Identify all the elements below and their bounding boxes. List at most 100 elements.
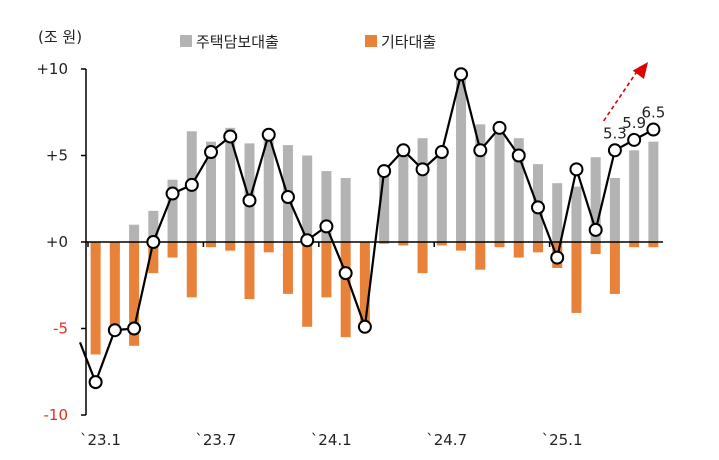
x-axis: `23.1 `23.7 `24.1 `24.7 `25.1 [80, 242, 583, 449]
total-point [569, 162, 584, 177]
total-line [78, 67, 661, 390]
housing-loan-bar [513, 138, 524, 242]
housing-loan-bar [571, 186, 582, 242]
housing-loan-bar [340, 177, 351, 242]
total-point [280, 190, 295, 205]
x-tick-label: `23.7 [195, 431, 236, 449]
total-point [223, 129, 238, 144]
other-loan-bar [263, 242, 274, 253]
total-point [627, 132, 642, 147]
other-loan-bar [475, 242, 486, 270]
total-point [242, 193, 257, 208]
other-loan-bar [148, 242, 159, 274]
housing-loan-bar [244, 143, 255, 242]
x-tick-label: `25.1 [542, 431, 583, 449]
total-point [473, 143, 488, 158]
other-loan-bar [167, 242, 178, 258]
housing-loan-bar [129, 224, 140, 242]
housing-loan-bar [648, 141, 659, 242]
total-point [434, 145, 449, 160]
trend-arrow-head [632, 62, 648, 79]
total-point [338, 266, 353, 281]
housing-loan-bar [552, 183, 563, 242]
data-label: 5.9 [622, 114, 646, 132]
total-point [184, 177, 199, 192]
total-point [530, 200, 545, 215]
total-point [165, 186, 180, 201]
housing-loan-bar [263, 138, 274, 242]
other-loan-bar [532, 242, 543, 253]
other-loan-bar [648, 242, 659, 248]
total-point [415, 162, 430, 177]
other-loan-bar [494, 242, 505, 248]
x-tick-label: `24.7 [426, 431, 467, 449]
other-loan-bar [379, 242, 390, 244]
housing-loan-bar [379, 167, 390, 242]
total-point [607, 143, 622, 158]
legend-swatch-other-loan [365, 35, 377, 47]
y-axis-unit-label: (조 원) [38, 28, 82, 46]
other-loan-bar [321, 242, 332, 298]
housing-loan-bar [167, 179, 178, 242]
other-loan-bar [609, 242, 620, 294]
total-line-path [78, 73, 654, 386]
total-point [588, 222, 603, 237]
other-loan-bar [398, 242, 409, 246]
housing-loan-bar [456, 77, 467, 243]
trend-arrow-line [603, 66, 641, 122]
housing-loan-bar [475, 124, 486, 242]
housing-loan-bar [148, 210, 159, 242]
other-loan-bar [302, 242, 313, 327]
housing-loan-bar [302, 155, 313, 242]
housing-loan-bar [417, 138, 428, 242]
other-loan-bar [629, 242, 640, 248]
y-tick-label: +0 [46, 233, 68, 251]
other-loan-bar [90, 242, 101, 355]
other-loan-bars [90, 242, 659, 355]
housing-loan-bar [225, 127, 236, 242]
total-point [300, 233, 315, 248]
housing-loan-bar [398, 146, 409, 242]
other-loan-bar [417, 242, 428, 274]
other-loan-bar [282, 242, 293, 294]
total-point [261, 127, 276, 142]
data-label: 5.3 [603, 124, 627, 142]
y-tick-label: -5 [53, 320, 68, 338]
x-tick-label: `24.1 [311, 431, 352, 449]
total-point [550, 250, 565, 265]
total-point [454, 67, 469, 82]
other-loan-bar [340, 242, 351, 338]
other-loan-bar [225, 242, 236, 251]
y-tick-label: +5 [46, 147, 68, 165]
other-loan-bar [206, 242, 217, 248]
data-label: 6.5 [641, 104, 665, 122]
total-point [107, 323, 122, 338]
housing-loan-bar [206, 141, 217, 242]
total-point [396, 143, 411, 158]
total-point [511, 148, 526, 163]
legend-swatch-housing-loan [180, 35, 192, 47]
housing-loan-bar [609, 177, 620, 242]
y-tick-label: +10 [36, 60, 68, 78]
other-loan-bar [359, 242, 370, 327]
legend: 주택담보대출 기타대출 [180, 33, 436, 51]
data-labels: 5.35.96.5 [603, 104, 665, 143]
total-point [357, 319, 372, 334]
housing-loan-bar [629, 150, 640, 242]
other-loan-bar [129, 242, 140, 346]
total-point [646, 122, 661, 137]
total-point [127, 321, 142, 336]
y-tick-label: -10 [44, 406, 69, 424]
housing-loan-bar [436, 152, 447, 242]
x-tick-label: `23.1 [80, 431, 121, 449]
other-loan-bar [590, 242, 601, 255]
other-loan-bar [513, 242, 524, 258]
housing-loan-bar [494, 126, 505, 242]
other-loan-bar [109, 242, 120, 329]
other-loan-bar [186, 242, 197, 298]
other-loan-bar [571, 242, 582, 313]
total-point [492, 120, 507, 135]
other-loan-bar [456, 242, 467, 251]
y-axis: +10 +5 +0 -5 -10 [36, 60, 86, 424]
